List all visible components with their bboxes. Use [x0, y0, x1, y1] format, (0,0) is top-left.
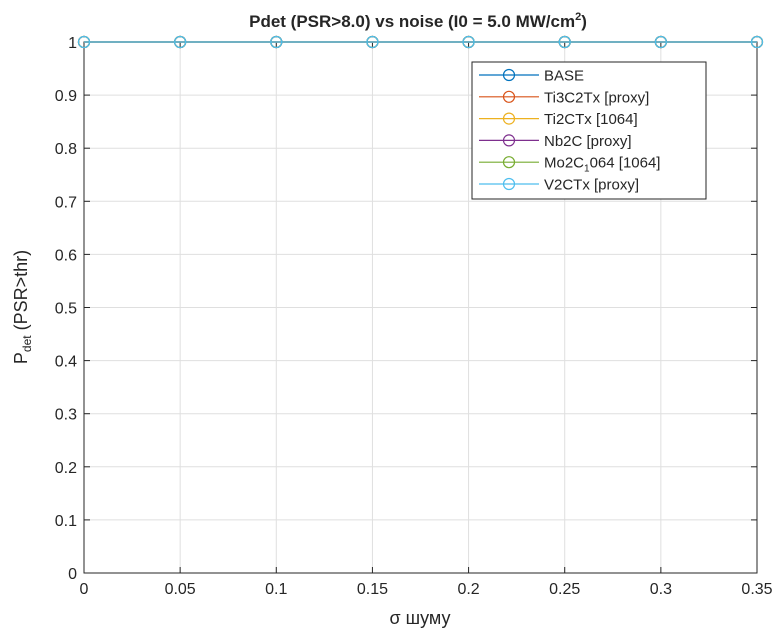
x-tick-label: 0 — [80, 581, 89, 598]
legend-swatch-marker — [502, 112, 516, 125]
data-point — [558, 35, 571, 49]
axis-ticks: 0 0.05 0.1 0.15 0.2 0.25 0.3 0.35 0 0.1 0.2 0.3 0.4 0… — [55, 35, 773, 598]
legend-entry: Ti3C2Tx [proxy] — [479, 89, 649, 106]
x-tick-label: 0.3 — [650, 581, 672, 598]
x-tick-label: 0.35 — [741, 581, 772, 598]
legend-label: Mo2C1064 [1064] — [544, 155, 660, 175]
y-tick-label: 0.8 — [55, 141, 77, 158]
legend-label: BASE — [544, 68, 584, 85]
legend-swatch-marker — [502, 177, 516, 191]
y-tick-label: 0.3 — [55, 407, 77, 424]
legend-box — [471, 61, 707, 200]
title-end: ) — [581, 12, 587, 31]
series-6 — [77, 35, 764, 49]
x-tick-label: 0.15 — [357, 581, 388, 598]
x-tick-label: 0.25 — [549, 581, 580, 598]
legend: BASE Ti3C2Tx [proxy] Ti2CTx [1064] Nb2C [pr… — [471, 61, 707, 200]
legend-swatch-marker — [502, 156, 516, 169]
legend-label: Ti2CTx [1064] — [544, 111, 638, 128]
y-tick-label: 1 — [68, 35, 77, 52]
legend-entry: Nb2C [proxy] — [479, 133, 632, 150]
data-point — [462, 35, 475, 49]
title-main: Pdet (PSR>8.0) vs noise (I0 = 5.0 MW/cm — [249, 12, 575, 31]
data-point — [366, 35, 379, 49]
y-axis-label: Pdet (PSR>thr) — [11, 250, 34, 364]
legend-entry: V2CTx [proxy] — [479, 177, 639, 194]
y-tick-label: 0.1 — [55, 513, 77, 530]
data-point — [270, 35, 283, 49]
y-tick-label: 0.6 — [55, 247, 77, 264]
y-label-main: P — [11, 352, 31, 364]
legend-entry: Mo2C1064 [1064] — [479, 155, 660, 175]
legend-swatch-marker — [502, 90, 516, 103]
data-point — [750, 35, 764, 49]
y-tick-label: 0.5 — [55, 301, 77, 318]
x-tick-label: 0.2 — [457, 581, 479, 598]
legend-swatch-marker — [502, 134, 516, 147]
y-tick-label: 0.2 — [55, 460, 77, 477]
series-layer — [77, 35, 764, 49]
y-label-subscript: det — [20, 335, 34, 352]
legend-label: V2CTx [proxy] — [544, 177, 639, 194]
legend-label: Nb2C [proxy] — [544, 133, 632, 150]
data-point — [174, 35, 187, 49]
legend-label: Ti3C2Tx [proxy] — [544, 89, 649, 106]
x-axis-label: σ шуму — [390, 608, 451, 628]
chart-title: Pdet (PSR>8.0) vs noise (I0 = 5.0 MW/cm2… — [249, 11, 587, 31]
data-point — [654, 35, 667, 49]
x-tick-label: 0.05 — [165, 581, 196, 598]
y-tick-label: 0 — [68, 566, 77, 583]
legend-swatch-marker — [502, 68, 516, 82]
title-superscript: 2 — [575, 11, 581, 23]
data-point — [77, 35, 91, 49]
legend-entry: Ti2CTx [1064] — [479, 111, 638, 128]
y-tick-label: 0.7 — [55, 194, 77, 211]
legend-entry: BASE — [479, 68, 584, 85]
y-label-rest: (PSR>thr) — [11, 250, 31, 336]
x-tick-label: 0.1 — [265, 581, 287, 598]
y-tick-label: 0.4 — [55, 354, 77, 371]
y-tick-label: 0.9 — [55, 88, 77, 105]
